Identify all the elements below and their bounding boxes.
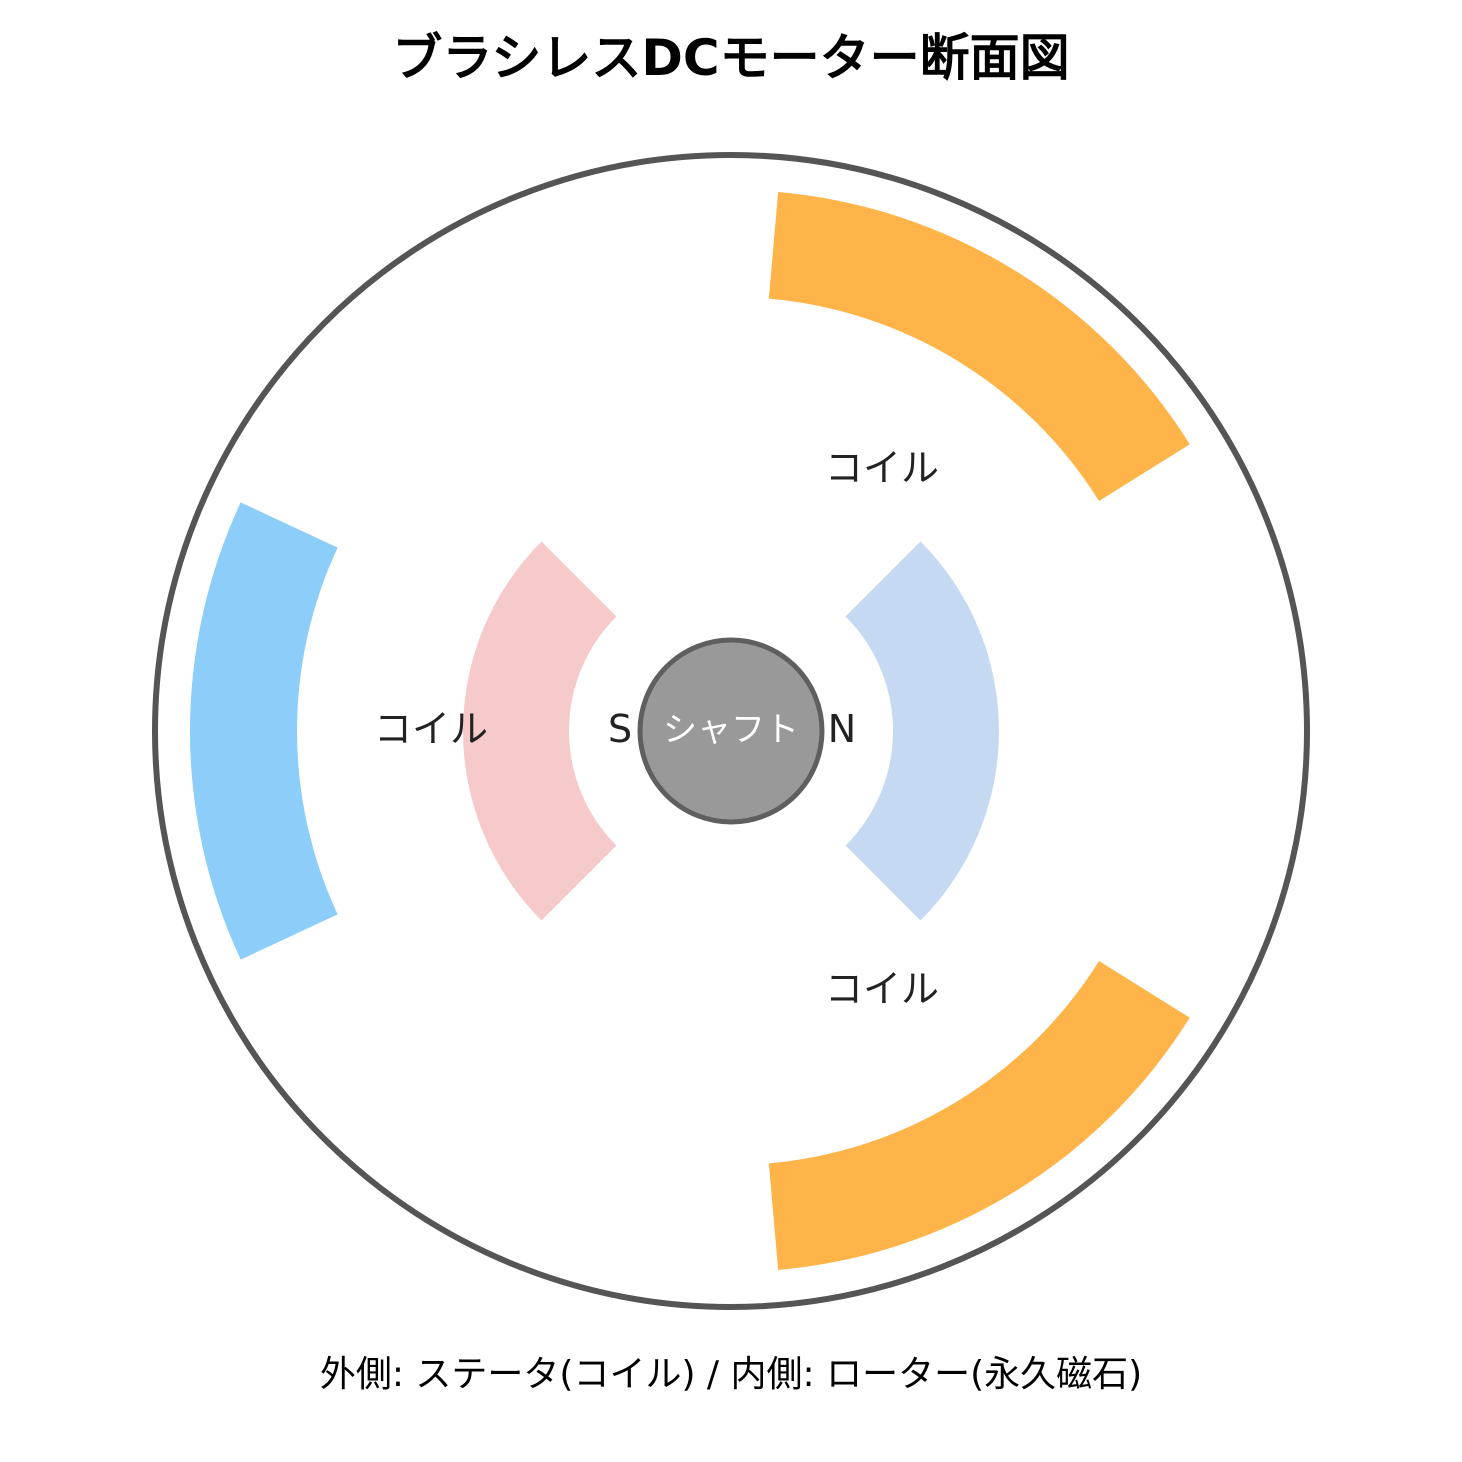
rotor-magnet-south	[463, 541, 617, 921]
stator-coil-upper-right	[768, 192, 1190, 502]
south-pole-label: S	[608, 707, 632, 751]
rotor-magnet-north	[845, 541, 999, 921]
coil-label-upper-right: コイル	[825, 446, 939, 490]
north-pole-label: N	[828, 707, 856, 751]
coil-label-lower-right: コイル	[825, 967, 939, 1011]
stator-coil-lower-right	[768, 960, 1190, 1270]
coil-label-left: コイル	[374, 707, 488, 751]
shaft-circle	[637, 637, 825, 825]
motor-housing-circle	[152, 152, 1310, 1310]
shaft-label: シャフト	[663, 710, 799, 750]
diagram-caption: 外側: ステータ(コイル) / 内側: ローター(永久磁石)	[320, 1354, 1142, 1395]
diagram-title: ブラシレスDCモーター断面図	[392, 29, 1069, 87]
stator-coil-left	[190, 502, 338, 960]
